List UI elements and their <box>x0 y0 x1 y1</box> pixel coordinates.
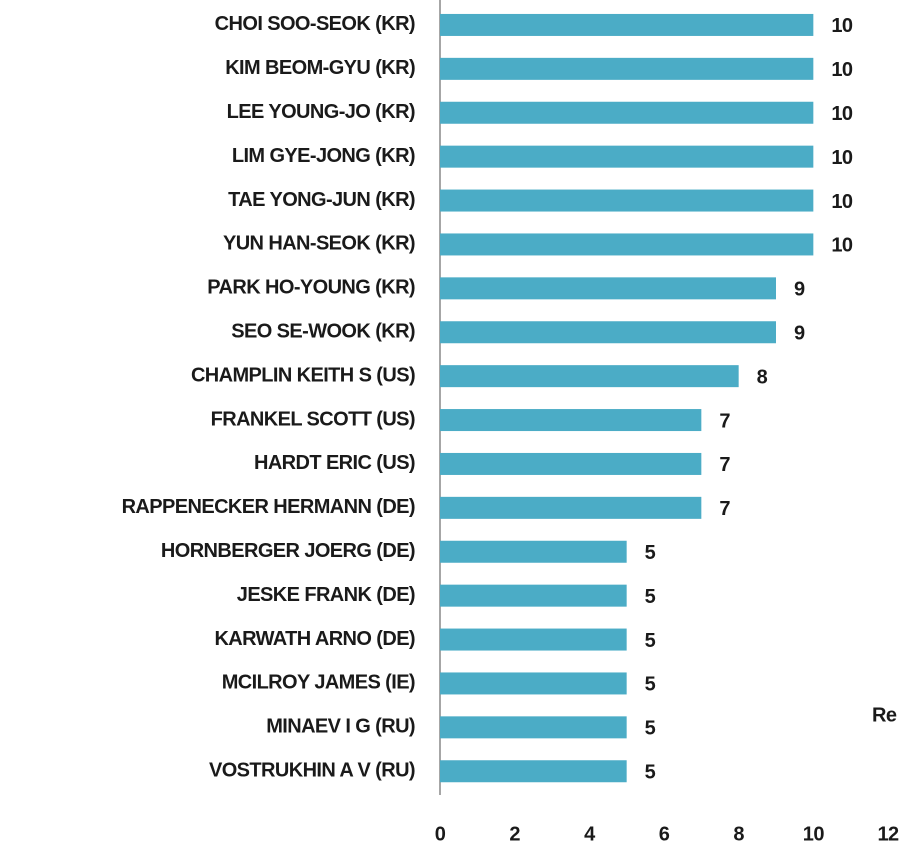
bar <box>440 584 627 607</box>
x-tick-label: 10 <box>803 823 825 845</box>
data-label: 10 <box>831 59 853 81</box>
data-label: 5 <box>645 762 656 784</box>
y-tick-label: TAE YONG-JUN (KR) <box>228 189 415 211</box>
y-tick-label: MCILROY JAMES (IE) <box>222 672 415 694</box>
bar <box>440 760 627 783</box>
data-label: 7 <box>719 454 730 476</box>
data-label: 10 <box>831 147 853 169</box>
y-tick-label: KARWATH ARNO (DE) <box>214 628 415 650</box>
y-tick-label: SEO SE-WOOK (KR) <box>231 321 415 343</box>
data-label: 10 <box>831 103 853 125</box>
y-tick-label: YUN HAN-SEOK (KR) <box>223 233 415 255</box>
bar <box>440 365 739 388</box>
data-label: 7 <box>719 410 730 432</box>
bar <box>440 409 702 432</box>
data-label: 10 <box>831 191 853 213</box>
bar <box>440 277 776 300</box>
data-label: 5 <box>645 718 656 740</box>
data-label: 10 <box>831 15 853 37</box>
y-tick-label: RAPPENECKER HERMANN (DE) <box>122 496 415 518</box>
data-label: 5 <box>645 674 656 696</box>
bar <box>440 672 627 695</box>
x-tick-label: 6 <box>659 823 670 845</box>
y-tick-label: FRANKEL SCOTT (US) <box>211 408 415 430</box>
annotation: Re <box>872 704 897 726</box>
y-tick-label: JESKE FRANK (DE) <box>237 584 415 606</box>
data-label: 9 <box>794 323 805 345</box>
bar <box>440 101 814 124</box>
data-label: 5 <box>645 586 656 608</box>
y-tick-label: VOSTRUKHIN A V (RU) <box>209 760 415 782</box>
x-tick-label: 4 <box>584 823 596 845</box>
y-tick-label: LEE YOUNG-JO (KR) <box>227 101 415 123</box>
data-label: 5 <box>645 542 656 564</box>
bar <box>440 321 776 344</box>
data-label: 5 <box>645 630 656 652</box>
y-tick-label: PARK HO-YOUNG (KR) <box>207 277 415 299</box>
y-tick-label: KIM BEOM-GYU (KR) <box>225 57 415 79</box>
y-tick-label: CHOI SOO-SEOK (KR) <box>215 13 415 35</box>
x-tick-label: 2 <box>509 823 520 845</box>
y-tick-label: HORNBERGER JOERG (DE) <box>161 540 415 562</box>
bar <box>440 57 814 80</box>
bar <box>440 233 814 256</box>
bar <box>440 189 814 212</box>
y-tick-label: LIM GYE-JONG (KR) <box>232 145 415 167</box>
data-label: 8 <box>757 366 768 388</box>
data-label: 10 <box>831 235 853 257</box>
x-tick-label: 8 <box>733 823 744 845</box>
bar <box>440 145 814 168</box>
bar <box>440 13 814 36</box>
bar <box>440 628 627 651</box>
data-label: 7 <box>719 498 730 520</box>
bar <box>440 496 702 519</box>
y-tick-label: CHAMPLIN KEITH S (US) <box>191 364 415 386</box>
bar <box>440 716 627 739</box>
x-tick-label: 0 <box>435 823 446 845</box>
data-label: 9 <box>794 279 805 301</box>
x-tick-label: 12 <box>877 823 899 845</box>
y-tick-label: HARDT ERIC (US) <box>254 452 415 474</box>
y-tick-label: MINAEV I G (RU) <box>266 716 415 738</box>
bar <box>440 452 702 475</box>
bar <box>440 540 627 563</box>
